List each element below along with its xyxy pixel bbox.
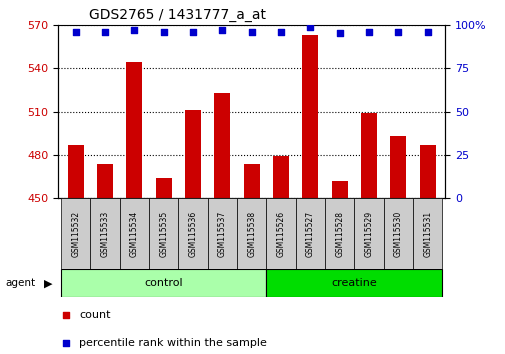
Text: GSM115527: GSM115527 (306, 211, 314, 257)
Bar (214, 93, 230, 198)
Point (276, 29, 284, 35)
Text: GDS2765 / 1431777_a_at: GDS2765 / 1431777_a_at (89, 8, 266, 22)
Bar (178, 198, 208, 269)
Text: count: count (79, 310, 111, 320)
Text: GSM115532: GSM115532 (71, 211, 80, 257)
Point (335, 30, 343, 36)
Bar (90, 198, 120, 269)
Text: GSM115535: GSM115535 (159, 211, 168, 257)
Bar (266, 198, 295, 269)
Text: GSM115530: GSM115530 (393, 211, 402, 257)
Point (318, 198, 326, 203)
Text: control: control (144, 278, 183, 288)
Bar (237, 198, 266, 269)
Bar (360, 113, 376, 198)
Text: creatine: creatine (331, 278, 377, 288)
Bar (331, 181, 347, 198)
Text: GSM115538: GSM115538 (247, 211, 256, 257)
Bar (266, 269, 441, 297)
Text: agent: agent (5, 278, 35, 288)
Bar (243, 164, 259, 198)
Point (393, 29, 401, 35)
Text: GSM115528: GSM115528 (334, 211, 343, 257)
Bar (354, 198, 383, 269)
Point (423, 29, 431, 35)
Point (72, 29, 80, 35)
Bar (61, 269, 266, 297)
Text: GSM115534: GSM115534 (130, 211, 139, 257)
Bar (208, 198, 237, 269)
Text: GSM115537: GSM115537 (218, 211, 226, 257)
Bar (156, 178, 172, 198)
Bar (185, 110, 201, 198)
Text: GSM115526: GSM115526 (276, 211, 285, 257)
Text: GSM115533: GSM115533 (100, 211, 110, 257)
Point (160, 29, 168, 35)
Text: GSM115531: GSM115531 (422, 211, 431, 257)
Bar (273, 156, 288, 198)
Bar (61, 198, 90, 269)
Bar (295, 198, 324, 269)
Text: GSM115529: GSM115529 (364, 211, 373, 257)
Bar (68, 145, 84, 198)
Bar (383, 198, 412, 269)
Bar (389, 136, 406, 198)
Bar (120, 198, 149, 269)
Bar (419, 145, 435, 198)
Point (130, 27, 138, 33)
Point (306, 24, 314, 29)
Text: GSM115536: GSM115536 (188, 211, 197, 257)
Bar (97, 164, 113, 198)
Point (218, 27, 226, 33)
Point (189, 29, 197, 35)
Bar (126, 62, 142, 198)
Point (247, 29, 256, 35)
Text: percentile rank within the sample: percentile rank within the sample (79, 338, 267, 348)
Point (364, 29, 372, 35)
Point (101, 29, 109, 35)
Bar (301, 35, 318, 198)
Text: ▶: ▶ (44, 278, 52, 288)
Bar (324, 198, 353, 269)
Bar (149, 198, 178, 269)
Bar (412, 198, 441, 269)
